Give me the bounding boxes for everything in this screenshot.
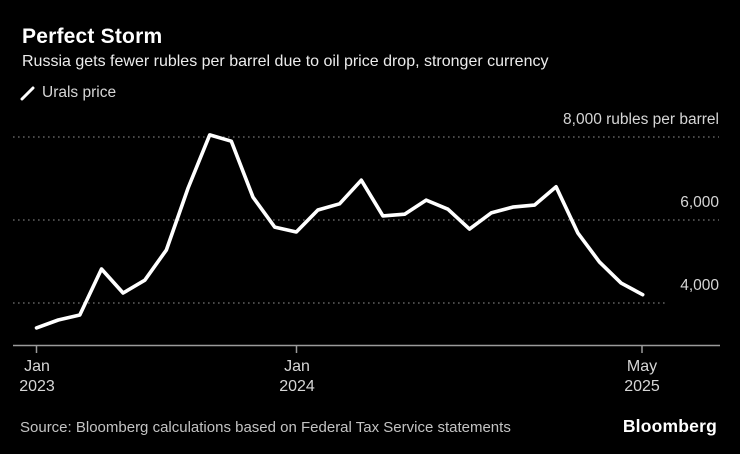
x-tick-month: May xyxy=(626,358,658,375)
page-title: Perfect Storm xyxy=(22,25,163,48)
x-tick-year: 2024 xyxy=(279,378,315,395)
bloomberg-logo: Bloomberg xyxy=(622,416,717,436)
legend: Urals price xyxy=(20,84,116,102)
urals-price-line xyxy=(34,133,645,330)
x-tick-year: 2023 xyxy=(19,378,55,395)
x-axis-label-jan-2023: Jan 2023 xyxy=(19,357,55,397)
x-axis-label-may-2025: May 2025 xyxy=(624,357,660,397)
x-tick-year: 2025 xyxy=(624,378,660,395)
line-series-icon xyxy=(20,86,35,100)
x-tick-month: Jan xyxy=(284,358,310,375)
chart-subtitle: Russia gets fewer rubles per barrel due … xyxy=(22,53,549,70)
x-axis-label-jan-2024: Jan 2024 xyxy=(279,357,315,397)
y-axis-label-6000: 6,000 xyxy=(680,194,719,211)
legend-label: Urals price xyxy=(42,84,117,101)
source-note: Source: Bloomberg calculations based on … xyxy=(20,419,511,436)
y-axis-label-8000: 8,000 rubles per barrel xyxy=(563,111,719,128)
x-tick-month: Jan xyxy=(24,358,50,375)
y-axis-label-4000: 4,000 xyxy=(680,277,719,294)
